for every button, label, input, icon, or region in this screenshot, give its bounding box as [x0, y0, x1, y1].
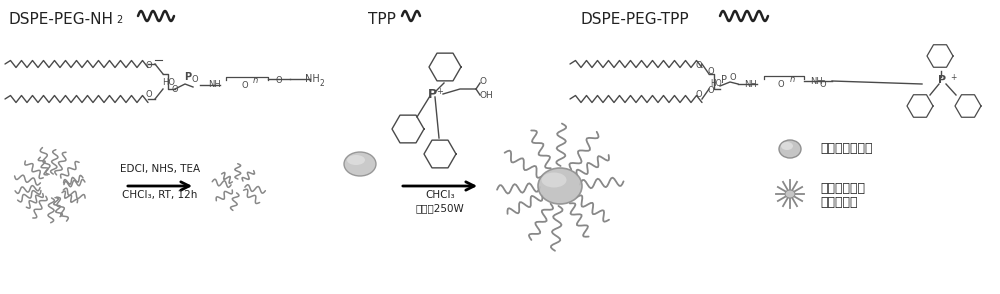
- Ellipse shape: [779, 140, 801, 158]
- Text: 二硫化钒量子点: 二硫化钒量子点: [820, 143, 872, 156]
- Ellipse shape: [538, 168, 582, 204]
- Text: CHCl₃: CHCl₃: [425, 190, 455, 200]
- Text: HO: HO: [162, 78, 175, 87]
- Text: OH: OH: [480, 91, 494, 100]
- Text: O: O: [192, 75, 199, 84]
- Text: O: O: [146, 61, 152, 70]
- Text: O: O: [708, 67, 715, 76]
- Text: O: O: [820, 80, 827, 89]
- Text: O: O: [696, 61, 702, 70]
- Text: O: O: [778, 80, 785, 89]
- Text: 超声，250W: 超声，250W: [416, 203, 464, 213]
- Text: O: O: [480, 77, 487, 86]
- Text: DSPE-PEG-TPP: DSPE-PEG-TPP: [580, 12, 689, 27]
- Text: n: n: [253, 76, 258, 85]
- Text: DSPE-PEG-NH: DSPE-PEG-NH: [8, 12, 113, 27]
- Text: O: O: [276, 76, 283, 85]
- Text: 2: 2: [116, 15, 122, 25]
- Text: O: O: [172, 85, 179, 94]
- Text: +: +: [950, 73, 956, 82]
- Text: 2: 2: [320, 79, 325, 88]
- Text: O: O: [729, 73, 736, 82]
- Ellipse shape: [344, 152, 376, 176]
- Text: O: O: [696, 90, 702, 99]
- Text: O: O: [241, 81, 248, 90]
- Text: P: P: [184, 72, 191, 82]
- Text: P: P: [427, 88, 437, 101]
- Ellipse shape: [542, 173, 566, 188]
- Text: 三苯基膚二硫: 三苯基膚二硫: [820, 181, 865, 195]
- Text: P: P: [721, 75, 727, 85]
- Text: HO: HO: [710, 79, 722, 88]
- Text: O: O: [146, 90, 152, 99]
- Text: EDCI, NHS, TEA: EDCI, NHS, TEA: [120, 164, 200, 174]
- Text: +: +: [437, 86, 443, 96]
- Text: O: O: [708, 86, 715, 95]
- Ellipse shape: [781, 142, 793, 150]
- Text: NH: NH: [305, 74, 320, 84]
- Text: NH: NH: [208, 80, 221, 89]
- Text: P: P: [938, 75, 946, 85]
- Text: CHCl₃, RT, 12h: CHCl₃, RT, 12h: [122, 190, 198, 200]
- Text: TPP: TPP: [368, 12, 396, 27]
- Text: NH: NH: [810, 77, 823, 86]
- Ellipse shape: [347, 155, 365, 165]
- Ellipse shape: [785, 190, 795, 198]
- Text: NH: NH: [744, 80, 757, 89]
- Text: 化钒量子点: 化钒量子点: [820, 196, 858, 208]
- Text: n: n: [790, 75, 795, 84]
